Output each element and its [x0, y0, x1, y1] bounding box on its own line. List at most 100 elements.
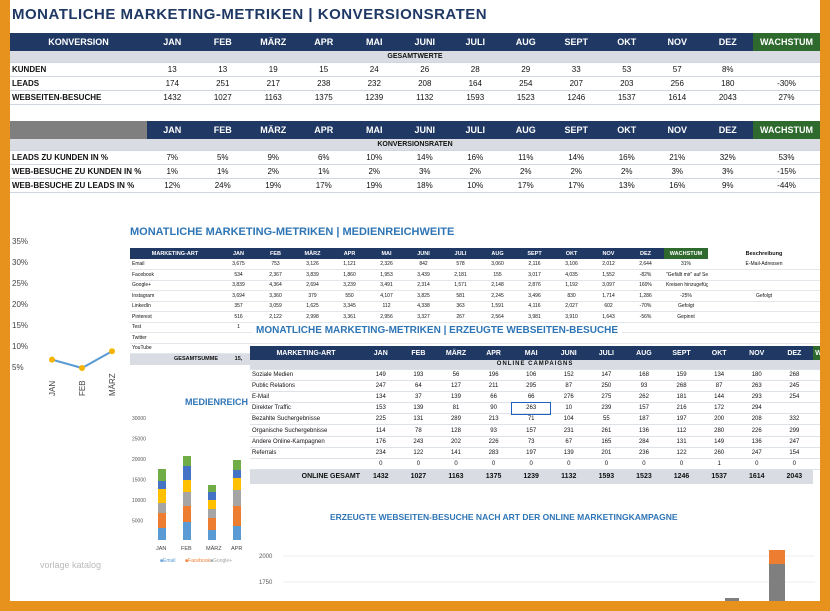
cell[interactable]: 12%	[147, 178, 198, 193]
column-header[interactable]: WAC	[813, 346, 820, 360]
cell[interactable]: 2,956	[368, 311, 405, 323]
cell[interactable]: 1%	[147, 164, 198, 179]
cell[interactable]: 112	[368, 301, 405, 312]
cell[interactable]: 21%	[652, 150, 703, 165]
cell[interactable]: 232	[349, 76, 400, 91]
cell[interactable]: 172	[700, 402, 738, 415]
cell[interactable]: 289	[437, 413, 475, 426]
cell[interactable]: 247	[362, 380, 400, 392]
column-header[interactable]: DEZ	[702, 121, 753, 139]
cell[interactable]: 236	[625, 447, 663, 460]
cell[interactable]	[368, 332, 405, 344]
cell[interactable]: 0	[587, 458, 626, 471]
cell[interactable]: 201	[587, 447, 626, 460]
cell[interactable]: 154	[775, 447, 814, 460]
cell[interactable]: 53	[601, 62, 652, 77]
cell[interactable]	[627, 332, 664, 344]
cell[interactable]: 208	[737, 413, 776, 426]
column-header[interactable]: MAI	[349, 121, 400, 139]
column-header[interactable]: OKT	[553, 248, 590, 259]
column-header[interactable]: OKT	[601, 121, 652, 139]
cell[interactable]	[220, 343, 257, 354]
cell[interactable]: 234	[362, 447, 400, 460]
cell[interactable]: 19%	[349, 178, 400, 193]
cell[interactable]: 128	[437, 424, 475, 437]
cell[interactable]: 196	[474, 369, 513, 381]
cell[interactable]: 10%	[450, 178, 501, 193]
cell[interactable]: Kreisen hinzugefügt	[664, 280, 708, 291]
cell[interactable]	[813, 391, 820, 404]
cell[interactable]: 27%	[753, 90, 820, 105]
cell[interactable]: -82%	[627, 269, 664, 281]
cell[interactable]: -30%	[753, 76, 820, 91]
cell[interactable]: 254	[500, 76, 551, 91]
column-header[interactable]: OKT	[700, 346, 738, 360]
cell[interactable]: 3,981	[516, 311, 553, 323]
cell[interactable]: 139	[399, 402, 438, 415]
column-header[interactable]: MÄRZ	[248, 33, 299, 51]
cell[interactable]: 180	[737, 369, 776, 381]
cell[interactable]: 2,694	[294, 280, 331, 291]
cell[interactable]	[708, 311, 820, 323]
cell[interactable]: 1239	[349, 90, 400, 105]
cell[interactable]	[813, 380, 820, 392]
cell[interactable]: 1	[220, 322, 257, 333]
cell[interactable]: Gefolgt	[708, 290, 820, 302]
column-header[interactable]: JUNI	[549, 346, 588, 360]
cell[interactable]: 202	[437, 436, 475, 448]
cell[interactable]: 3,439	[405, 269, 442, 281]
cell[interactable]: 176	[362, 436, 400, 448]
cell[interactable]: 87	[700, 380, 738, 392]
cell[interactable]: 157	[512, 424, 550, 437]
cell[interactable]: 37	[399, 391, 438, 404]
cell[interactable]: 332	[775, 413, 814, 426]
column-header[interactable]: MAI	[512, 346, 550, 360]
cell[interactable]: -70%	[627, 301, 664, 312]
cell[interactable]: 2%	[551, 164, 602, 179]
total-cell[interactable]: 1523	[625, 469, 663, 484]
cell[interactable]: 67	[549, 436, 588, 448]
cell[interactable]: 17%	[551, 178, 602, 193]
cell[interactable]	[708, 322, 820, 333]
cell[interactable]: 753	[257, 259, 294, 270]
cell[interactable]: 64	[399, 380, 438, 392]
cell[interactable]: 136	[625, 424, 663, 437]
cell[interactable]: 2,148	[479, 280, 516, 291]
column-header[interactable]: FEB	[197, 33, 248, 51]
cell[interactable]: 144	[700, 391, 738, 404]
cell[interactable]: 147	[587, 369, 626, 381]
column-header[interactable]: MARKETING-ART	[130, 248, 220, 259]
cell[interactable]: 276	[549, 391, 588, 404]
cell[interactable]: 5%	[197, 150, 248, 165]
cell[interactable]	[813, 447, 820, 460]
cell[interactable]: 243	[399, 436, 438, 448]
cell[interactable]: 66	[474, 391, 513, 404]
column-header[interactable]: DEZ	[775, 346, 814, 360]
column-header[interactable]: JUNI	[405, 248, 442, 259]
cell[interactable]: 1132	[399, 90, 450, 105]
cell[interactable]: 207	[551, 76, 602, 91]
cell[interactable]: 216	[662, 402, 701, 415]
cell[interactable]: 3%	[399, 164, 450, 179]
column-header[interactable]: MARKETING-ART	[250, 346, 362, 360]
cell[interactable]: 164	[450, 76, 501, 91]
cell[interactable]: 155	[479, 269, 516, 281]
cell[interactable]: 254	[775, 391, 814, 404]
cell[interactable]: 2,564	[479, 311, 516, 323]
column-header[interactable]: SEPT	[662, 346, 701, 360]
row-label[interactable]: Bezahlte Suchergebnisse	[250, 413, 362, 426]
cell[interactable]: 4,035	[553, 269, 590, 281]
row-label[interactable]: Soziale Medien	[250, 369, 362, 381]
cell[interactable]	[753, 62, 820, 77]
cell[interactable]: 2,122	[257, 311, 294, 323]
cell[interactable]: 256	[652, 76, 703, 91]
column-header[interactable]: JUNI	[399, 121, 450, 139]
cell[interactable]: 122	[662, 447, 701, 460]
cell[interactable]: -44%	[753, 178, 820, 193]
cell[interactable]: 81	[437, 402, 475, 415]
column-header[interactable]: JULI	[450, 121, 501, 139]
column-header[interactable]: SEPT	[516, 248, 553, 259]
cell[interactable]	[708, 301, 820, 312]
total-cell[interactable]: 1239	[512, 469, 550, 484]
cell[interactable]: 3,239	[331, 280, 368, 291]
